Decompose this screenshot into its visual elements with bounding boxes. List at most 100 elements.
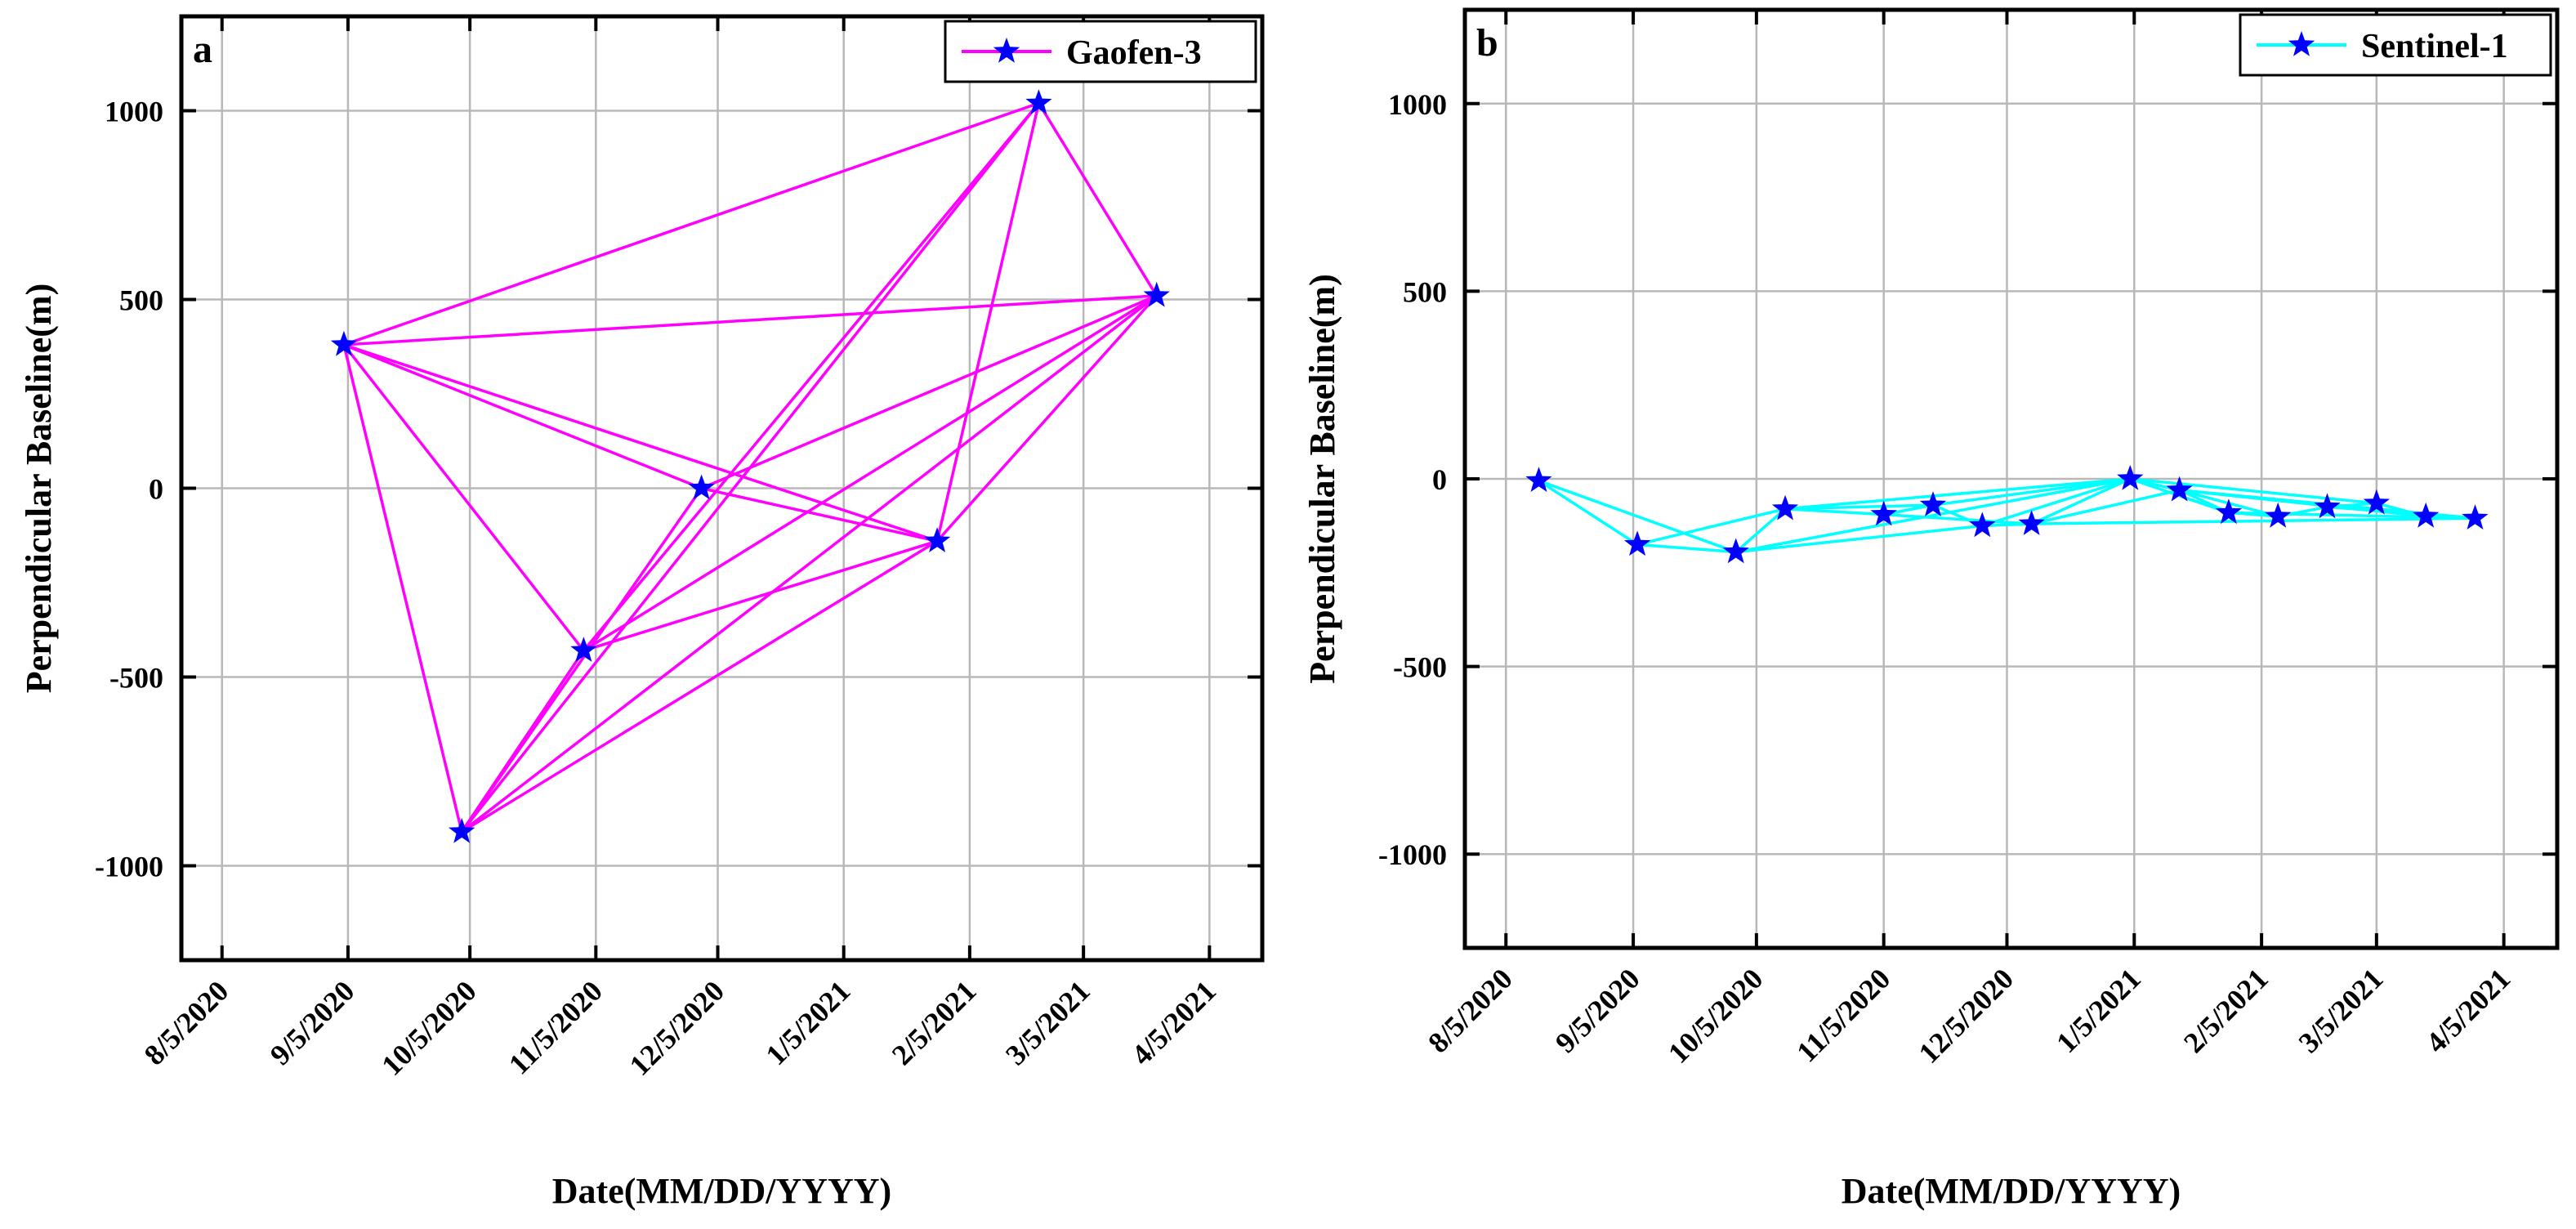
y-tick-label: -1000 [95, 851, 163, 883]
panel-letter: b [1476, 21, 1498, 65]
connection-line [701, 486, 938, 543]
connection-line [343, 294, 1157, 346]
connection-line [1538, 479, 1737, 554]
connection-line [1735, 524, 1983, 554]
legend-b: Sentinel-1 [2239, 13, 2552, 77]
grid-b [1465, 10, 2557, 948]
legend-star-icon [2288, 31, 2315, 56]
connection-line [2130, 477, 2377, 505]
x-tick-label: 8/5/2020 [138, 974, 235, 1071]
data-point-star [1623, 530, 1651, 556]
x-tick-label: 11/5/2020 [502, 974, 609, 1080]
x-tick-label: 1/5/2021 [760, 974, 857, 1071]
connection-line [1883, 512, 2032, 525]
data-point-star [1919, 491, 1947, 516]
data-point-star [1525, 467, 1552, 492]
grid-a [181, 16, 1262, 960]
y-tick-label: 0 [149, 473, 163, 506]
connection-line [2031, 516, 2476, 525]
x-tick-label: 9/5/2020 [264, 974, 361, 1071]
y-tick-label: 500 [119, 284, 163, 317]
connection-line [2030, 477, 2131, 525]
connection-line [583, 294, 1158, 652]
panel-b: -1000 -500 0 500 1000 8/5/2020 9/5/2020 10/5/20… [1302, 7, 2560, 1211]
connection-line [343, 343, 938, 543]
y-tick-label: -500 [1393, 651, 1447, 684]
data-point-star [2215, 498, 2243, 525]
connection-line [343, 343, 703, 490]
connection-line [935, 102, 1041, 542]
markers-a [330, 89, 1170, 843]
x-axis-title: Date(MM/DD/YYYY) [1842, 1171, 2181, 1211]
connection-line [583, 539, 938, 652]
connection-line [342, 344, 463, 833]
y-tick-label: 1000 [105, 96, 163, 128]
data-point-star [2166, 476, 2193, 502]
connection-line [342, 343, 585, 652]
connection-line [1037, 102, 1159, 297]
connection-line [1981, 477, 2131, 528]
data-point-star [688, 474, 715, 500]
data-point-star [570, 637, 597, 662]
data-point-star [923, 527, 951, 552]
x-tick-label: 2/5/2021 [2177, 962, 2275, 1059]
x-tick-label: 3/5/2021 [999, 974, 1096, 1071]
x-tick-label: 2/5/2021 [886, 974, 983, 1071]
x-tick-label: 12/5/2020 [1913, 962, 2020, 1070]
connection-line [2031, 489, 2180, 525]
y-tick-label: 1000 [1388, 88, 1447, 121]
connection-line [460, 650, 585, 833]
data-point-star [1025, 89, 1052, 114]
x-tick-label: 10/5/2020 [375, 974, 483, 1082]
data-point-star [1722, 538, 1749, 564]
x-tick-label: 4/5/2021 [1125, 974, 1222, 1071]
connection-line [700, 294, 1158, 490]
y-axis-title: Perpendicular Baseline(m) [1302, 274, 1342, 683]
connection-line [1784, 477, 2131, 511]
legend-label: Gaofen-3 [1066, 34, 1202, 72]
data-point-star [2117, 465, 2144, 490]
y-tick-label: 0 [1432, 463, 1447, 496]
markers-b [1525, 465, 2489, 564]
connection-line [1932, 477, 2131, 507]
connection-line [583, 102, 1040, 652]
y-tick-label: -500 [109, 662, 163, 695]
data-point-star [2413, 502, 2440, 528]
x-axis-title: Date(MM/DD/YYYY) [552, 1171, 891, 1211]
x-tick-label: 9/5/2020 [1549, 962, 1646, 1059]
baseline-connections-a [342, 101, 1159, 833]
x-tick-label: 8/5/2020 [1422, 962, 1519, 1059]
data-point-star [2363, 489, 2390, 515]
connection-line [343, 101, 1040, 346]
data-point-star [1969, 512, 1996, 538]
x-tick-label: 12/5/2020 [623, 974, 731, 1082]
x-tick-label: 3/5/2021 [2293, 962, 2390, 1059]
connection-line [1636, 507, 1786, 547]
x-tick-label: 10/5/2020 [1662, 962, 1770, 1070]
panel-a: -1000 -500 0 500 1000 8/5/2020 9/5/2020 10/5/20… [19, 14, 1265, 1211]
data-point-star [2018, 510, 2045, 535]
connection-line [1636, 543, 1736, 554]
legend-label: Sentinel-1 [2361, 28, 2508, 65]
connection-line [461, 294, 1158, 833]
connection-line [935, 294, 1158, 543]
connection-line [1538, 479, 1639, 546]
data-point-star [2314, 493, 2341, 519]
data-point-star [449, 817, 475, 843]
legend-star-icon [993, 38, 1020, 63]
panel-letter: a [193, 28, 212, 71]
connection-line [461, 539, 939, 833]
connection-line [1982, 522, 2032, 528]
data-point-star [2462, 504, 2489, 530]
x-tick-label: 1/5/2021 [2050, 962, 2147, 1059]
connection-line [1785, 503, 1934, 511]
connection-line [1735, 477, 2131, 554]
data-point-star [1143, 281, 1170, 307]
x-tick-label: 11/5/2020 [1790, 962, 1896, 1068]
legend-a: Gaofen-3 [944, 20, 1257, 83]
connection-line [1734, 507, 1787, 553]
data-point-star [2265, 502, 2292, 528]
data-point-star [330, 330, 358, 356]
